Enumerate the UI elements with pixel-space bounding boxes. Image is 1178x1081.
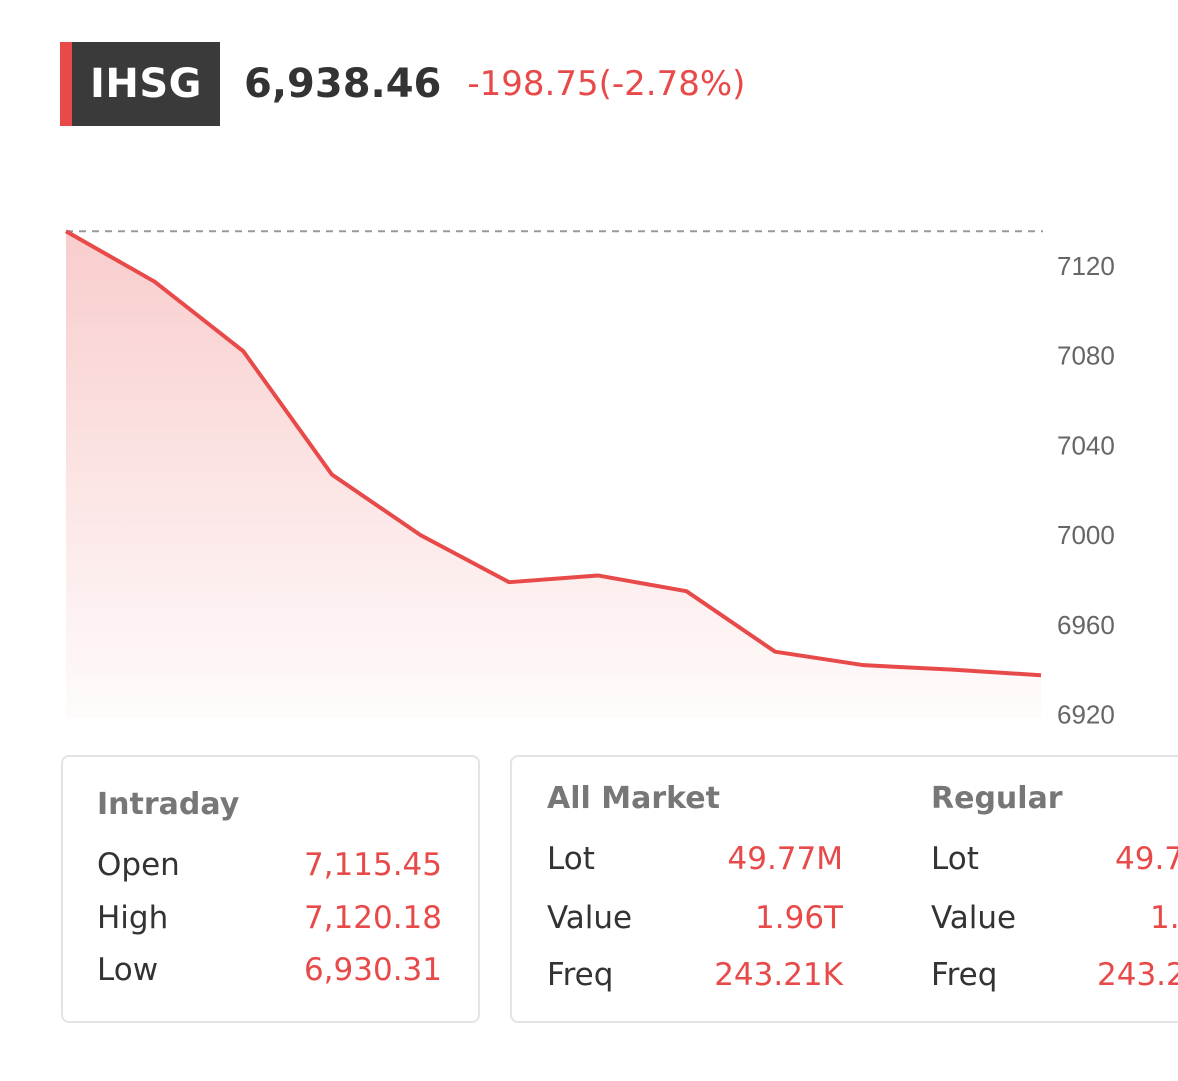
index-change: -198.75(-2.78%)	[467, 64, 746, 104]
regular-value-value: 1.9	[1150, 900, 1178, 936]
intraday-title: Intraday	[97, 787, 240, 822]
low-value: 6,930.31	[303, 952, 442, 988]
all-market-lot-label: Lot	[547, 841, 595, 877]
high-label: High	[97, 900, 169, 936]
ticker-badge: IHSG	[60, 42, 220, 126]
price-line	[65, 229, 1042, 678]
y-tick-label: 6920	[1057, 700, 1115, 730]
open-value: 7,115.45	[303, 847, 442, 883]
regular-freq-label: Freq	[931, 957, 998, 993]
price-area-fill	[66, 231, 1041, 718]
header: IHSG 6,938.46 -198.75(-2.78%)	[60, 42, 745, 126]
y-tick-label: 6960	[1057, 610, 1115, 640]
y-tick-label: 7040	[1057, 430, 1115, 460]
ticker-accent-bar	[60, 42, 72, 126]
all-market-freq-label: Freq	[547, 957, 614, 993]
regular-lot-value: 49.7	[1115, 841, 1178, 877]
all-market-value-value: 1.96T	[755, 900, 843, 936]
ticker-symbol: IHSG	[90, 61, 202, 107]
y-tick-label: 7120	[1057, 251, 1115, 281]
intraday-card: Intraday Open 7,115.45 High 7,120.18 Low…	[61, 755, 480, 1023]
y-tick-label: 7000	[1057, 520, 1115, 550]
market-card: All Market Lot 49.77M Value 1.96T Freq 2…	[510, 755, 1178, 1023]
all-market-freq-value: 243.21K	[714, 957, 843, 993]
regular-lot-label: Lot	[931, 841, 979, 877]
intraday-chart: 7120 7080 7040 7000 6960 6920	[65, 229, 1115, 730]
regular-title: Regular	[931, 781, 1063, 816]
all-market-lot-value: 49.77M	[727, 841, 844, 877]
low-label: Low	[97, 952, 159, 988]
all-market-value-label: Value	[547, 900, 633, 936]
y-tick-label: 7080	[1057, 341, 1115, 371]
open-label: Open	[97, 847, 180, 883]
y-axis: 7120 7080 7040 7000 6960 6920	[1057, 251, 1115, 730]
market-card-viewport: All Market Lot 49.77M Value 1.96T Freq 2…	[510, 755, 1178, 1025]
regular-value-label: Value	[931, 900, 1017, 936]
index-price: 6,938.46	[244, 61, 442, 107]
all-market-title: All Market	[547, 781, 720, 816]
high-value: 7,120.18	[303, 900, 442, 936]
regular-freq-value: 243.2	[1097, 957, 1178, 993]
